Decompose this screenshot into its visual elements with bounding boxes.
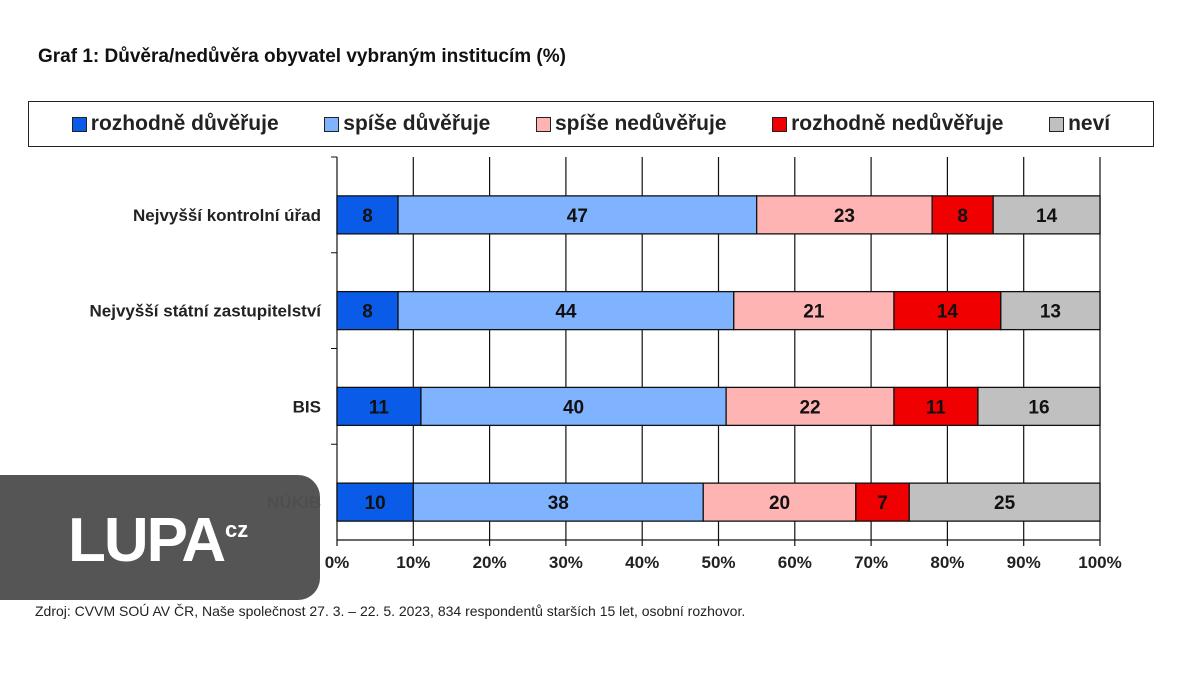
data-label: 11 <box>369 397 390 418</box>
data-label: 23 <box>834 206 855 227</box>
x-tick-label: 40% <box>625 553 659 572</box>
data-label: 21 <box>803 302 825 323</box>
x-tick-label: 60% <box>778 553 812 572</box>
x-tick-label: 30% <box>549 553 583 572</box>
bar-segment <box>702 482 857 522</box>
data-label: 13 <box>1040 302 1061 323</box>
legend-item: neví <box>1049 112 1110 136</box>
bar-segment <box>412 482 704 522</box>
data-label: 14 <box>1036 206 1058 227</box>
legend-label: rozhodně nedůvěřuje <box>791 112 1004 135</box>
bar-segment <box>855 482 910 522</box>
bar-segment <box>397 290 735 331</box>
x-tick-label: 70% <box>854 553 888 572</box>
bar-segment <box>1000 290 1101 331</box>
bar-segment <box>733 290 895 331</box>
data-label: 25 <box>994 493 1016 514</box>
data-label: 11 <box>926 397 947 418</box>
category-label: Nejvyšší kontrolní úřad <box>133 206 321 225</box>
legend-label: neví <box>1068 112 1111 135</box>
legend-label: rozhodně důvěřuje <box>90 112 279 135</box>
category-label: BIS <box>293 397 321 416</box>
data-label: 7 <box>877 493 888 514</box>
data-label: 38 <box>548 493 569 514</box>
legend-swatch <box>772 116 788 132</box>
data-label: 8 <box>957 206 968 227</box>
legend-swatch <box>71 116 87 132</box>
x-tick-label: 80% <box>930 553 964 572</box>
data-label: 14 <box>937 302 959 323</box>
bar-segment <box>336 290 399 331</box>
x-tick-label: 0% <box>325 553 350 572</box>
bar-segment <box>336 482 414 522</box>
source-note: Zdroj: CVVM SOÚ AV ČR, Naše společnost 2… <box>35 603 746 619</box>
data-label: 8 <box>362 302 373 323</box>
legend-label: spíše nedůvěřuje <box>554 112 727 135</box>
legend-item: spíše nedůvěřuje <box>535 112 727 136</box>
data-label: 8 <box>362 206 373 227</box>
data-label: 16 <box>1028 397 1049 418</box>
legend-swatch <box>535 116 551 132</box>
data-label: 44 <box>555 302 577 323</box>
x-tick-label: 100% <box>1078 553 1121 572</box>
legend-item: rozhodně nedůvěřuje <box>772 112 1003 136</box>
x-tick-label: 50% <box>701 553 735 572</box>
bar-segment <box>336 386 422 427</box>
data-label: 10 <box>365 493 386 514</box>
legend-swatch <box>1049 116 1065 132</box>
bar-segment <box>908 482 1101 522</box>
bar-segment <box>977 386 1101 427</box>
chart-title: Graf 1: Důvěra/nedůvěra obyvatel vybraný… <box>38 46 566 67</box>
legend-swatch <box>324 116 340 132</box>
bar-segment <box>336 195 399 235</box>
bar-segment <box>420 386 727 427</box>
category-label: Nejvyšší státní zastupitelství <box>90 302 323 321</box>
data-label: 40 <box>563 397 584 418</box>
data-label: 20 <box>769 493 790 514</box>
bar-segment <box>725 386 895 427</box>
legend-item: spíše důvěřuje <box>324 112 490 136</box>
bar-segment <box>992 195 1101 235</box>
bar-segment <box>397 195 758 235</box>
bar-segment <box>756 195 933 235</box>
data-label: 47 <box>567 206 588 227</box>
lupa-logo: LUPA cz <box>0 475 320 600</box>
legend: rozhodně důvěřuje spíše důvěřuje spíše ned… <box>28 101 1154 147</box>
legend-item: rozhodně důvěřuje <box>71 112 279 136</box>
data-label: 22 <box>799 397 820 418</box>
legend-label: spíše důvěřuje <box>343 112 491 135</box>
x-tick-label: 10% <box>396 553 430 572</box>
x-tick-label: 20% <box>473 553 507 572</box>
x-tick-label: 90% <box>1007 553 1041 572</box>
bar-segment <box>931 195 994 235</box>
